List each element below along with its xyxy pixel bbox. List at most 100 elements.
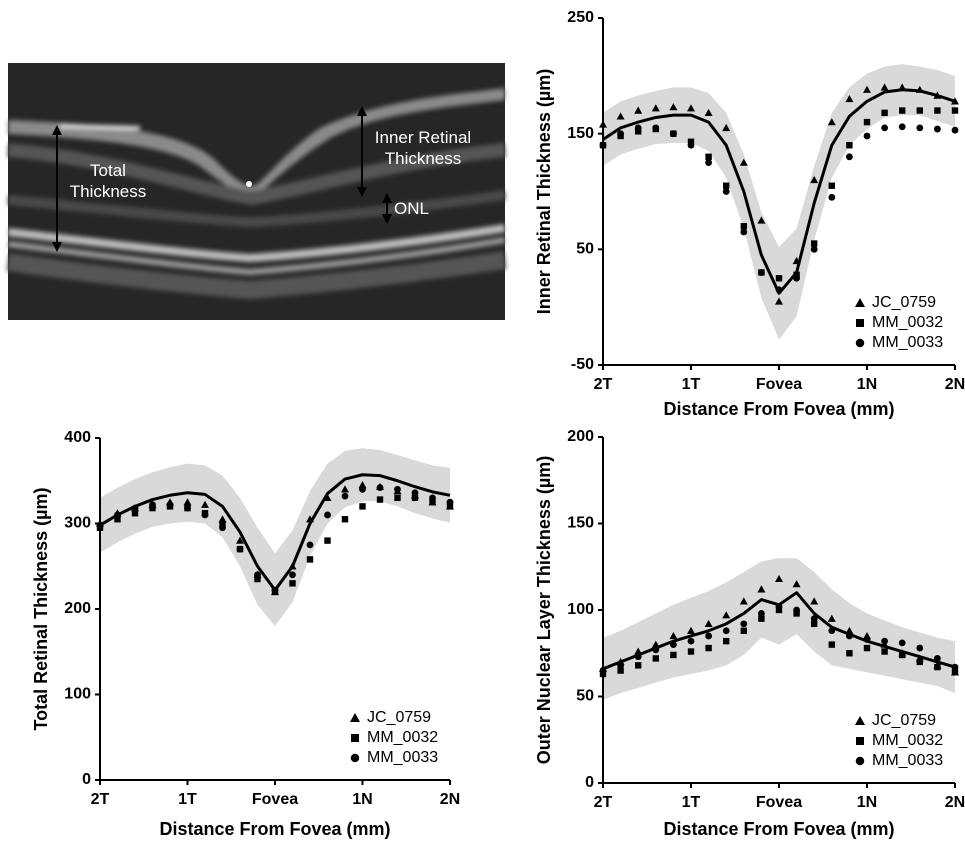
- marker-circle: [670, 130, 677, 137]
- marker-square: [881, 110, 887, 116]
- marker-circle: [899, 639, 906, 646]
- marker-circle: [811, 246, 818, 253]
- x-axis-title: Distance From Fovea (mm): [663, 819, 894, 839]
- legend-label: MM_0032: [872, 732, 943, 749]
- legend-label: MM_0033: [872, 752, 943, 769]
- marker-square: [723, 183, 729, 189]
- marker-square: [917, 659, 923, 665]
- y-tick-label: 100: [64, 686, 91, 703]
- x-tick-label: 1N: [857, 376, 877, 393]
- legend-label: MM_0033: [872, 334, 943, 351]
- x-tick-label: Fovea: [252, 791, 298, 808]
- y-axis-title: Total Retinal Thickness (µm): [31, 487, 51, 730]
- marker-circle: [254, 571, 261, 578]
- marker-circle: [856, 757, 865, 766]
- marker-square: [741, 628, 747, 634]
- y-tick-label: 100: [567, 601, 594, 618]
- marker-circle: [289, 571, 296, 578]
- marker-circle: [705, 633, 712, 640]
- legend-label: JC_0759: [367, 709, 431, 726]
- marker-circle: [202, 512, 209, 519]
- marker-circle: [167, 501, 174, 508]
- marker-circle: [688, 142, 695, 149]
- marker-circle: [359, 486, 366, 493]
- x-tick-label: 2T: [91, 791, 110, 808]
- x-tick-label: 2T: [594, 794, 613, 811]
- y-tick-label: 150: [567, 125, 594, 142]
- marker-square: [776, 275, 782, 281]
- marker-square: [899, 107, 905, 113]
- y-tick-label: 200: [567, 428, 594, 445]
- marker-square: [670, 652, 676, 658]
- x-tick-label: 1N: [352, 791, 372, 808]
- marker-square: [917, 107, 923, 113]
- x-tick-label: 2N: [945, 376, 965, 393]
- marker-circle: [377, 484, 384, 491]
- marker-square: [688, 648, 694, 654]
- y-tick-label: 200: [64, 600, 91, 617]
- marker-circle: [324, 512, 331, 519]
- marker-circle: [916, 124, 923, 131]
- y-tick-label: 300: [64, 515, 91, 532]
- marker-square: [846, 650, 852, 656]
- marker-circle: [758, 269, 765, 276]
- marker-circle: [758, 610, 765, 617]
- x-tick-label: 1T: [682, 376, 701, 393]
- marker-circle: [688, 638, 695, 645]
- marker-square: [741, 223, 747, 229]
- marker-square: [359, 503, 365, 509]
- x-tick-label: 1T: [682, 794, 701, 811]
- x-tick-label: 1N: [857, 794, 877, 811]
- marker-circle: [723, 188, 730, 195]
- marker-triangle: [350, 713, 360, 722]
- x-tick-label: 2N: [945, 794, 965, 811]
- marker-square: [324, 537, 330, 543]
- x-axis-title: Distance From Fovea (mm): [663, 399, 894, 419]
- x-tick-label: 2N: [440, 791, 460, 808]
- marker-circle: [429, 494, 436, 501]
- marker-circle: [846, 153, 853, 160]
- y-tick-label: 50: [576, 241, 594, 258]
- marker-circle: [394, 486, 401, 493]
- y-axis-title: Outer Nuclear Layer Thickness (µm): [534, 456, 554, 764]
- marker-circle: [916, 645, 923, 652]
- marker-square: [351, 734, 359, 742]
- marker-square: [705, 154, 711, 160]
- marker-square: [635, 662, 641, 668]
- marker-square: [846, 142, 852, 148]
- x-tick-label: 1T: [178, 791, 197, 808]
- marker-circle: [740, 620, 747, 627]
- marker-square: [394, 495, 400, 501]
- y-tick-label: -50: [571, 356, 594, 373]
- marker-square: [289, 580, 295, 586]
- x-axis-title: Distance From Fovea (mm): [159, 819, 390, 839]
- marker-circle: [307, 541, 314, 548]
- marker-square: [856, 319, 864, 327]
- marker-square: [864, 119, 870, 125]
- marker-circle: [652, 124, 659, 131]
- marker-triangle: [855, 298, 865, 307]
- marker-circle: [447, 499, 454, 506]
- marker-circle: [881, 638, 888, 645]
- marker-square: [829, 641, 835, 647]
- marker-circle: [237, 546, 244, 553]
- x-tick-label: Fovea: [756, 376, 802, 393]
- legend-label: MM_0032: [367, 729, 438, 746]
- y-tick-label: 150: [567, 515, 594, 532]
- y-axis-title: Inner Retinal Thickness (µm): [534, 69, 554, 314]
- marker-circle: [617, 130, 624, 137]
- legend-label: MM_0032: [872, 314, 943, 331]
- marker-circle: [705, 159, 712, 166]
- legend-label: JC_0759: [872, 712, 936, 729]
- marker-square: [307, 556, 313, 562]
- marker-circle: [740, 229, 747, 236]
- marker-circle: [934, 126, 941, 133]
- legend-label: MM_0033: [367, 749, 438, 766]
- y-tick-label: 0: [585, 774, 594, 791]
- oct-annotation: Total Thickness: [58, 160, 158, 202]
- marker-circle: [149, 501, 156, 508]
- marker-square: [377, 496, 383, 502]
- oct-annotation: ONL: [394, 198, 444, 219]
- y-tick-label: 400: [64, 429, 91, 446]
- y-tick-label: 50: [576, 688, 594, 705]
